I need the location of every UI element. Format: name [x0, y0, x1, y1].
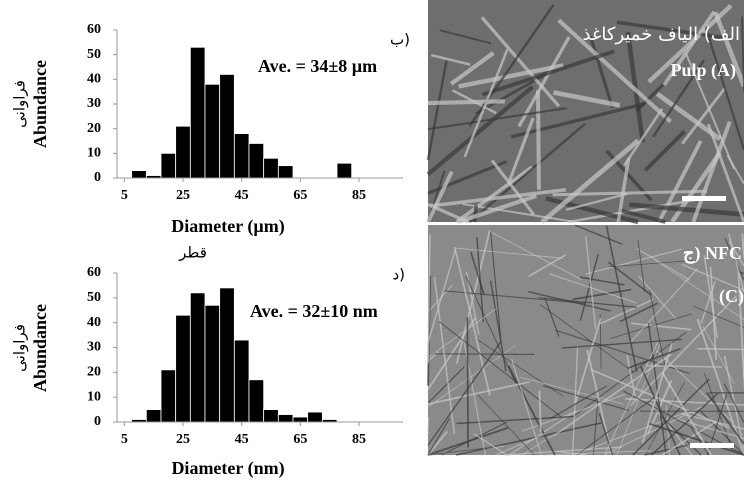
- x-axis-label: Diameter (nm): [171, 458, 284, 479]
- bar: [161, 370, 176, 422]
- bar: [176, 126, 191, 178]
- y-tick-label: 60: [87, 265, 101, 280]
- scale-bar: [682, 196, 726, 201]
- bar: [234, 134, 249, 178]
- image-caption: Pulp (A): [670, 60, 736, 81]
- bar: [337, 163, 352, 178]
- bar: [264, 410, 279, 422]
- figure: الف) الیاف خمیرکاغذ Pulp (A) ج) NFC (C) …: [0, 0, 744, 486]
- y-axis-label-fa: فراوانی: [11, 324, 29, 372]
- bar: [132, 171, 147, 178]
- y-tick-label: 40: [87, 315, 101, 330]
- scale-bar: [690, 443, 734, 448]
- image-caption: (C): [719, 286, 744, 307]
- fiber: [433, 354, 535, 355]
- x-tick-label: 85: [352, 432, 366, 447]
- bar: [220, 288, 235, 422]
- fiber: [538, 90, 539, 189]
- fiber: [428, 101, 505, 103]
- image-caption: ج) NFC: [683, 243, 742, 264]
- x-tick-label: 25: [176, 432, 190, 447]
- x-tick-label: 65: [293, 188, 307, 203]
- fiber: [428, 417, 429, 435]
- y-tick-label: 20: [87, 365, 101, 380]
- x-tick-label: 65: [293, 432, 307, 447]
- y-tick-label: 60: [87, 22, 101, 37]
- bar: [308, 412, 323, 422]
- bar: [190, 47, 205, 178]
- bar: [278, 415, 293, 422]
- y-tick-label: 0: [94, 414, 101, 429]
- y-tick-label: 20: [87, 121, 101, 136]
- y-tick-label: 0: [94, 170, 101, 185]
- panel-label: ب): [390, 31, 410, 49]
- y-tick-label: 50: [87, 47, 101, 62]
- x-axis-label-fa: قطر: [178, 244, 207, 262]
- panel-label: د): [392, 266, 405, 284]
- bar: [234, 340, 249, 422]
- bar: [249, 380, 264, 422]
- fiber: [475, 205, 476, 222]
- y-axis-label: Abundance: [30, 304, 50, 392]
- bar: [264, 158, 279, 178]
- x-axis-label: Diameter (µm): [171, 216, 284, 237]
- bar: [293, 417, 308, 422]
- bar: [205, 84, 220, 178]
- bar: [176, 315, 191, 422]
- annotation: Ave. = 34±8 µm: [258, 56, 377, 76]
- image-caption: الف) الیاف خمیرکاغذ: [583, 24, 740, 45]
- x-tick-label: 85: [352, 188, 366, 203]
- y-tick-label: 30: [87, 96, 101, 111]
- y-tick-label: 40: [87, 72, 101, 87]
- y-axis-label-fa: فراوانی: [11, 80, 29, 128]
- fiber: [697, 349, 744, 350]
- y-tick-label: 10: [87, 389, 101, 404]
- x-tick-label: 5: [121, 432, 128, 447]
- bar: [278, 166, 293, 178]
- bar: [249, 143, 264, 178]
- y-tick-label: 30: [87, 340, 101, 355]
- annotation: Ave. = 32±10 nm: [250, 301, 378, 321]
- x-tick-label: 5: [121, 188, 128, 203]
- x-tick-label: 45: [235, 188, 249, 203]
- fiber: [467, 317, 468, 447]
- x-tick-label: 45: [235, 432, 249, 447]
- bar: [146, 410, 161, 422]
- y-axis-label: Abundance: [30, 60, 50, 148]
- y-tick-label: 10: [87, 146, 101, 161]
- bar: [190, 293, 205, 422]
- x-tick-label: 25: [176, 188, 190, 203]
- y-tick-label: 50: [87, 290, 101, 305]
- bar: [205, 305, 220, 422]
- bar: [220, 74, 235, 178]
- bar: [161, 153, 176, 178]
